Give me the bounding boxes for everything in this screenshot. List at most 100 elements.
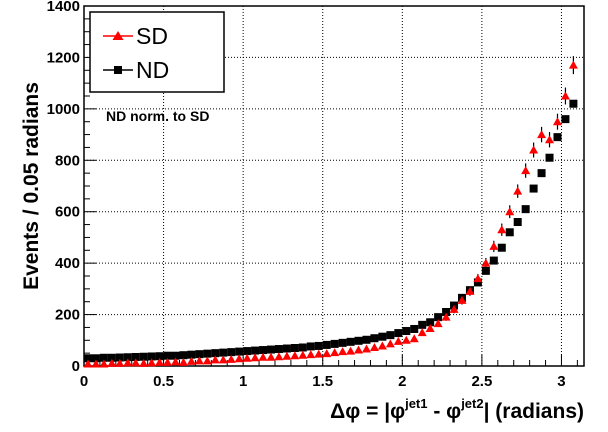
sd-point (568, 60, 578, 69)
nd-point (83, 354, 92, 363)
sd-point (178, 357, 188, 366)
nd-point (561, 115, 570, 124)
nd-point (251, 346, 260, 355)
sd-point (186, 356, 196, 365)
sd-point (242, 353, 252, 362)
nd-point (290, 344, 299, 352)
sd-point (218, 355, 228, 364)
sd-point (441, 312, 451, 321)
sd-point (250, 353, 260, 362)
nd-point (219, 348, 228, 357)
sd-point (362, 344, 372, 353)
nd-point (418, 320, 427, 329)
nd-point (338, 338, 347, 347)
sd-point (545, 135, 555, 144)
y-tick-labels: 0 200 400 600 800 1000 1200 1400 (47, 0, 80, 375)
nd-point (386, 331, 395, 340)
sd-point (449, 304, 459, 313)
sd-point (266, 352, 276, 361)
y-tick-label: 0 (72, 358, 80, 375)
sd-point (131, 358, 141, 367)
x-tick-label: 2 (398, 373, 406, 390)
sd-point (147, 358, 157, 367)
nd-point (163, 351, 172, 360)
nd-point (394, 329, 403, 338)
sd-point (194, 356, 204, 365)
sd-point (163, 357, 173, 366)
nd-point (259, 346, 268, 355)
nd-point (537, 169, 546, 178)
sd-point (505, 207, 515, 216)
nd-point (155, 352, 164, 361)
nd-point (131, 353, 140, 361)
sd-point (298, 350, 308, 359)
legend: SD ND (89, 11, 225, 93)
annotation: ND norm. to SD (106, 108, 209, 124)
sd-point (369, 342, 379, 351)
sd-point (210, 355, 220, 364)
sd-point (155, 357, 165, 366)
x-title-sup-2: jet2 (460, 396, 483, 411)
nd-point (553, 133, 562, 142)
nd-point (402, 327, 411, 336)
nd-point (171, 351, 180, 360)
nd-point (187, 350, 196, 359)
nd-point (569, 99, 578, 108)
nd-point (211, 349, 220, 358)
nd-point (107, 353, 116, 362)
nd-point (322, 340, 331, 349)
sd-point (290, 351, 300, 360)
sd-point (481, 258, 491, 267)
sd-point (107, 358, 117, 367)
x-tick-label: 0.5 (153, 373, 174, 390)
sd-point (393, 336, 403, 345)
sd-point (465, 286, 475, 295)
sd-point (171, 357, 181, 366)
legend-box (89, 11, 225, 93)
sd-point (274, 352, 284, 361)
x-tick-label: 1.5 (312, 373, 333, 390)
nd-point (147, 352, 156, 361)
legend-sd-label: SD (136, 23, 168, 49)
sd-point (314, 349, 324, 358)
nd-point (505, 228, 514, 237)
nd-point (481, 266, 490, 275)
legend-sd-marker (112, 31, 124, 40)
nd-point (195, 350, 204, 359)
nd-point (521, 205, 530, 214)
x-tick-label: 1 (239, 373, 247, 390)
nd-point (267, 345, 276, 354)
nd-point (99, 353, 108, 362)
sd-point (560, 91, 570, 100)
sd-point (529, 145, 539, 154)
nd-point (346, 337, 355, 346)
nd-point (545, 153, 554, 162)
sd-point (346, 346, 356, 355)
y-tick-label: 1200 (47, 49, 80, 66)
sd-point (306, 350, 316, 359)
nd-point (362, 335, 371, 344)
sd-point (354, 345, 364, 354)
sd-point (91, 359, 101, 368)
series-nd (83, 99, 578, 363)
nd-point (442, 308, 451, 316)
sd-point (401, 335, 411, 344)
x-title-sup-1: jet1 (404, 396, 427, 411)
legend-nd-label: ND (136, 57, 169, 83)
nd-point (243, 347, 252, 356)
series-sd (83, 56, 578, 368)
sd-point (139, 358, 149, 367)
sd-point (513, 186, 523, 195)
nd-point (235, 347, 244, 356)
nd-point (227, 348, 236, 357)
sd-point (417, 328, 427, 337)
sd-point (497, 225, 507, 234)
sd-point (338, 347, 348, 356)
nd-point (203, 349, 212, 358)
x-tick-label: 3 (557, 373, 565, 390)
nd-point (179, 351, 188, 360)
nd-point (529, 184, 538, 193)
sd-point (473, 274, 483, 283)
y-tick-label: 600 (55, 204, 80, 221)
nd-point (497, 243, 506, 252)
